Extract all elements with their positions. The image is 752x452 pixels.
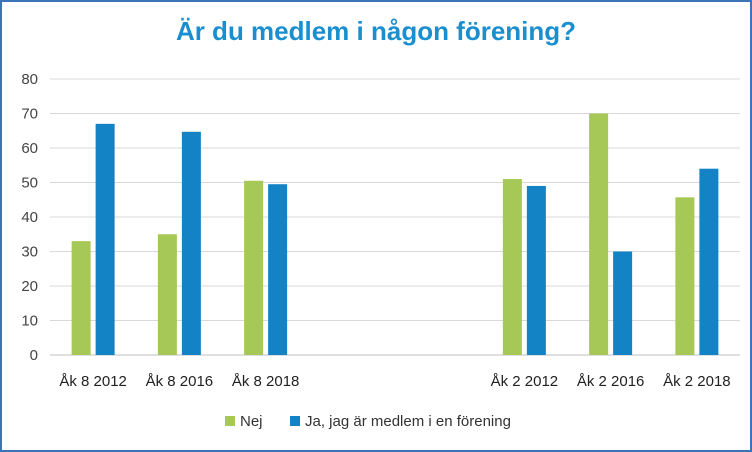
y-tick-label: 80	[21, 71, 38, 88]
bar-nej	[589, 113, 609, 355]
x-category-label: Åk 2 2016	[577, 373, 645, 390]
y-tick-label: 20	[21, 278, 38, 295]
legend-swatch	[290, 416, 300, 426]
y-tick-label: 70	[21, 106, 38, 123]
y-axis-ticks: 0 10 20 30 40 50 60 70 80	[21, 71, 38, 364]
x-category-label: Åk 8 2012	[59, 373, 127, 390]
bar-ja	[526, 185, 546, 355]
x-category-label: Åk 2 2018	[663, 373, 731, 390]
bar-nej	[675, 197, 695, 355]
legend-label: Nej	[240, 413, 263, 430]
x-axis-labels: Åk 8 2012 Åk 8 2016 Åk 8 2018 Åk 2 2012 Åk 2…	[59, 373, 730, 390]
bar-nej	[71, 241, 91, 355]
chart-title: Är du medlem i någon förening?	[175, 16, 577, 46]
y-tick-label: 30	[21, 244, 38, 261]
bar-ja	[181, 131, 201, 355]
bars	[71, 113, 719, 355]
y-tick-label: 10	[21, 313, 38, 330]
y-tick-label: 0	[30, 347, 38, 364]
bar-ja	[268, 184, 288, 355]
legend-swatch	[225, 416, 235, 426]
legend: Nej Ja, jag är medlem i en förening	[225, 413, 511, 430]
x-category-label: Åk 8 2016	[146, 373, 214, 390]
bar-ja	[699, 168, 719, 355]
legend-label: Ja, jag är medlem i en förening	[305, 413, 511, 430]
y-tick-label: 40	[21, 209, 38, 226]
bar-ja	[95, 123, 115, 355]
y-tick-label: 60	[21, 140, 38, 157]
bar-ja	[613, 251, 633, 355]
bar-nej	[157, 234, 177, 355]
gridlines	[50, 78, 740, 356]
x-category-label: Åk 2 2012	[491, 373, 559, 390]
y-tick-label: 50	[21, 175, 38, 192]
x-category-label: Åk 8 2018	[232, 373, 300, 390]
bar-nej	[502, 179, 522, 355]
bar-nej	[244, 180, 264, 355]
